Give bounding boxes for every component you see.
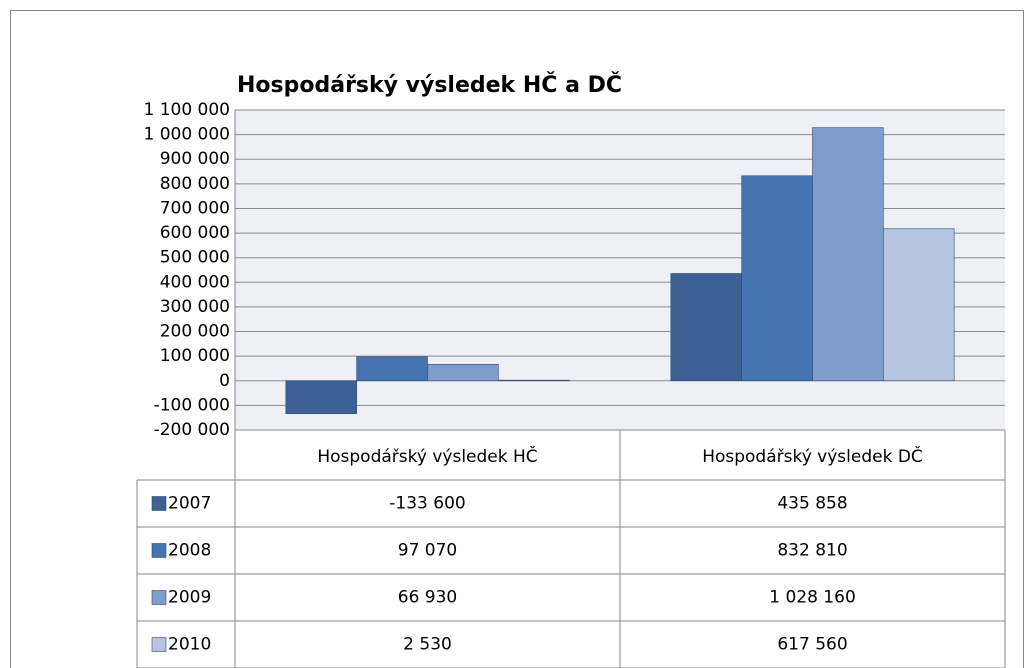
legend-label: 2009: [168, 588, 211, 608]
table-value: 1 028 160: [769, 588, 856, 608]
chart-title: Hospodářský výsledek HČ a DČ: [237, 72, 622, 98]
y-tick-label: -200 000: [154, 420, 230, 440]
bar: [812, 127, 884, 382]
bar: [741, 175, 813, 382]
bar: [883, 228, 955, 382]
legend-key: [151, 543, 167, 558]
bar: [285, 380, 357, 414]
y-tick-label: 0: [219, 371, 230, 391]
legend-label: 2008: [168, 541, 211, 561]
y-tick-label: 900 000: [160, 149, 230, 169]
y-tick-label: 500 000: [160, 248, 230, 268]
y-tick-label: 100 000: [160, 346, 230, 366]
y-tick-label: 800 000: [160, 174, 230, 194]
bar: [356, 356, 428, 382]
table-value: 832 810: [777, 541, 847, 561]
table-value: 617 560: [777, 635, 847, 655]
table-value: 435 858: [777, 494, 847, 514]
legend-key: [151, 590, 167, 605]
y-tick-label: -100 000: [154, 395, 230, 415]
legend-label: 2010: [168, 635, 211, 655]
table-value: 66 930: [398, 588, 457, 608]
y-tick-label: 600 000: [160, 223, 230, 243]
legend-label: 2007: [168, 494, 211, 514]
table-value: -133 600: [389, 494, 465, 514]
y-tick-label: 200 000: [160, 322, 230, 342]
table-value: 2 530: [403, 635, 452, 655]
legend-key: [151, 496, 167, 511]
bar: [427, 363, 499, 382]
y-tick-label: 1 100 000: [143, 100, 230, 120]
y-tick-label: 400 000: [160, 272, 230, 292]
y-tick-label: 300 000: [160, 297, 230, 317]
bar: [498, 379, 570, 382]
table-value: 97 070: [398, 541, 457, 561]
y-tick-label: 700 000: [160, 198, 230, 218]
y-tick-label: 1 000 000: [143, 125, 230, 145]
x-tick-label: Hospodářský výsledek DČ: [702, 445, 923, 467]
bar: [670, 273, 742, 382]
legend-key: [151, 637, 167, 652]
x-tick-label: Hospodářský výsledek HČ: [317, 445, 537, 467]
